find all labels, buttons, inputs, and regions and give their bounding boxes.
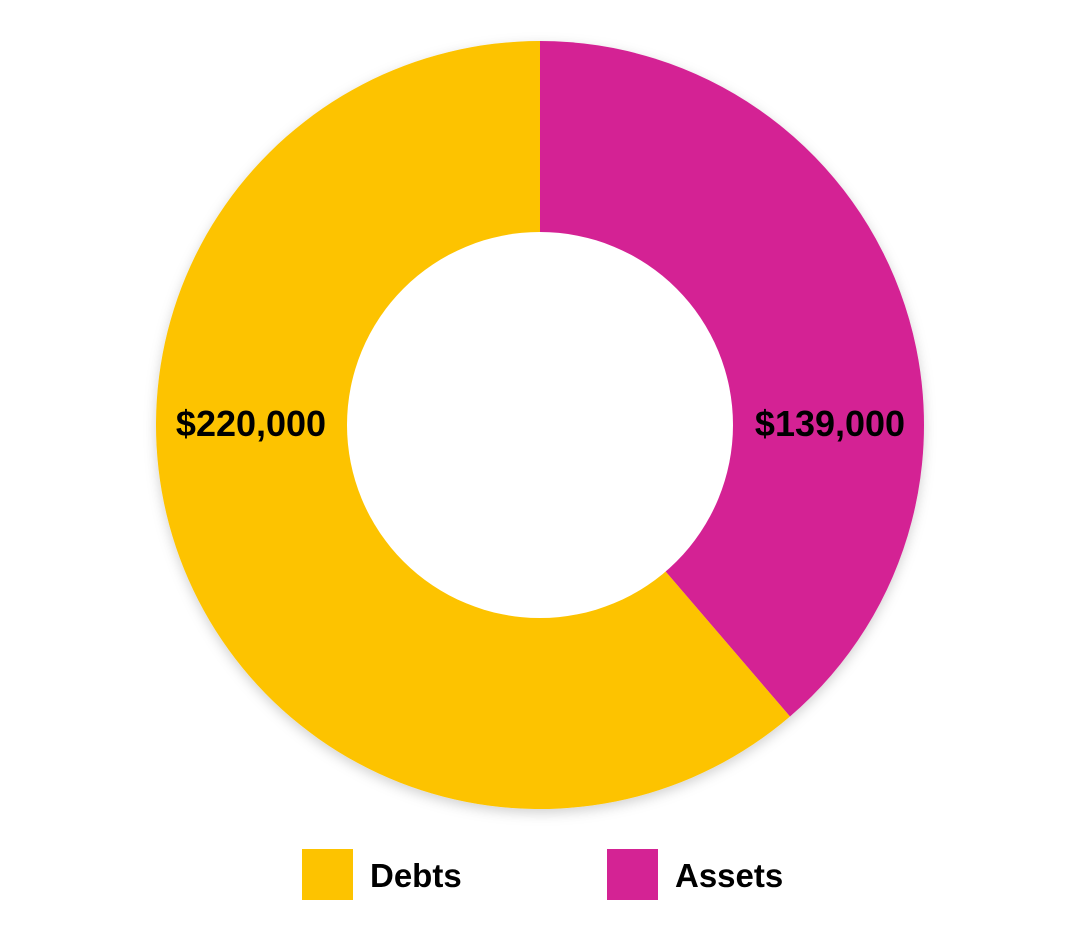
legend-item-assets: Assets [607,849,783,900]
legend-swatch-assets [607,849,658,900]
slice-label-debts: $220,000 [176,403,326,444]
legend: Debts Assets [302,849,783,900]
slice-label-assets: $139,000 [755,403,905,444]
slice-assets [540,41,925,717]
legend-label-debts: Debts [370,857,462,894]
slice-labels: $139,000 $220,000 [176,403,905,444]
legend-swatch-debts [302,849,353,900]
donut-hole [347,232,733,618]
legend-item-debts: Debts [302,849,462,900]
legend-label-assets: Assets [675,857,783,894]
